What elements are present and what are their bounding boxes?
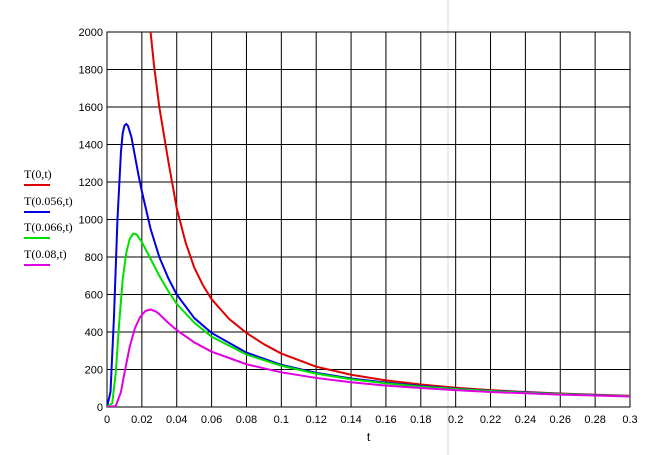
x-tick-label: 0.16 <box>375 414 396 426</box>
x-tick-label: 0.12 <box>305 414 326 426</box>
x-tick-label: 0 <box>104 414 110 426</box>
x-tick-label: 0.18 <box>410 414 431 426</box>
x-tick-label: 0.08 <box>236 414 257 426</box>
legend-label: T(0.08,t) <box>24 247 67 261</box>
x-tick-label: 0.04 <box>166 414 187 426</box>
x-tick-label: 0.14 <box>340 414 361 426</box>
x-tick-label: 0.24 <box>515 414 536 426</box>
legend-label: T(0,t) <box>24 167 52 181</box>
series-lines <box>107 32 630 407</box>
y-tick-label: 1200 <box>79 177 103 189</box>
x-tick-label: 0.3 <box>622 414 637 426</box>
y-tick-label: 400 <box>85 327 103 339</box>
y-tick-label: 200 <box>85 365 103 377</box>
y-tick-label: 2000 <box>79 27 103 39</box>
legend-label: T(0.056,t) <box>24 194 73 208</box>
y-tick-label: 1800 <box>79 65 103 77</box>
series-line-3 <box>107 232 630 407</box>
tick-labels: 0 0.02 0.04 0.06 0.08 0.1 0.12 0.14 0.16 0.18 0.2 0… <box>79 27 638 426</box>
x-tick-label: 0.28 <box>584 414 605 426</box>
x-tick-label: 0.02 <box>131 414 152 426</box>
y-tick-label: 600 <box>85 290 103 302</box>
y-tick-label: 800 <box>85 252 103 264</box>
legend: T(0,t) T(0.056,t) T(0.066,t) T(0.08,t) <box>24 167 73 266</box>
y-tick-label: 1400 <box>79 140 103 152</box>
series-line-2 <box>107 122 630 407</box>
y-tick-label: 1600 <box>79 102 103 114</box>
x-tick-label: 0.2 <box>448 414 463 426</box>
plot-frame <box>106 31 631 408</box>
x-tick-label: 0.22 <box>480 414 501 426</box>
legend-label: T(0.066,t) <box>24 220 73 234</box>
grid <box>106 31 631 408</box>
x-tick-label: 0.1 <box>274 414 289 426</box>
series-line-4 <box>107 308 630 407</box>
y-tick-label: 1000 <box>79 215 103 227</box>
x-axis-title: t <box>367 430 371 444</box>
y-tick-label: 0 <box>97 402 103 414</box>
x-tick-label: 0.06 <box>201 414 222 426</box>
x-tick-label: 0.26 <box>550 414 571 426</box>
